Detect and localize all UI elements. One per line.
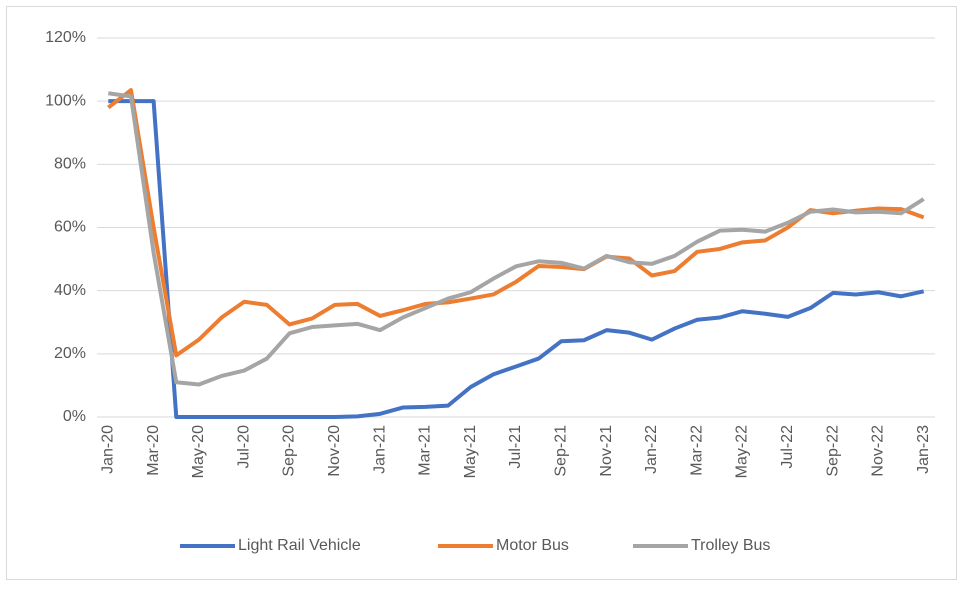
x-tick-label: Jul-20 [235, 425, 252, 469]
y-tick-label: 0% [63, 408, 86, 425]
x-tick-label: Jul-22 [779, 425, 796, 469]
x-tick-label: Jan-23 [915, 425, 932, 474]
y-tick-label: 100% [45, 92, 86, 109]
x-tick-label: Mar-20 [145, 425, 162, 476]
series-line [107, 88, 925, 358]
x-tick-label: Jan-22 [643, 425, 660, 474]
x-tick-label: Sep-22 [824, 425, 841, 477]
legend-label: Trolley Bus [691, 537, 770, 554]
x-tick-label: Jul-21 [507, 425, 524, 469]
x-tick-label: May-22 [734, 425, 751, 478]
x-tick-label: May-20 [190, 425, 207, 478]
x-tick-label: May-21 [462, 425, 479, 478]
y-tick-label: 40% [54, 282, 86, 299]
series-line [108, 99, 925, 419]
legend-label: Light Rail Vehicle [238, 537, 361, 554]
legend-label: Motor Bus [496, 537, 569, 554]
x-tick-label: Nov-20 [326, 425, 343, 477]
y-tick-label: 120% [45, 29, 86, 46]
x-tick-label: Sep-20 [281, 425, 298, 477]
series-line [108, 91, 925, 387]
chart-border [6, 6, 957, 580]
x-tick-label: Sep-21 [553, 425, 570, 477]
x-tick-label: Mar-21 [417, 425, 434, 476]
y-tick-label: 80% [54, 156, 86, 173]
x-tick-label: Nov-21 [598, 425, 615, 477]
x-tick-label: Mar-22 [688, 425, 705, 476]
y-tick-label: 60% [54, 219, 86, 236]
x-tick-label: Jan-20 [100, 425, 117, 474]
x-tick-label: Jan-21 [371, 425, 388, 474]
x-tick-label: Nov-22 [870, 425, 887, 477]
y-tick-label: 20% [54, 345, 86, 362]
